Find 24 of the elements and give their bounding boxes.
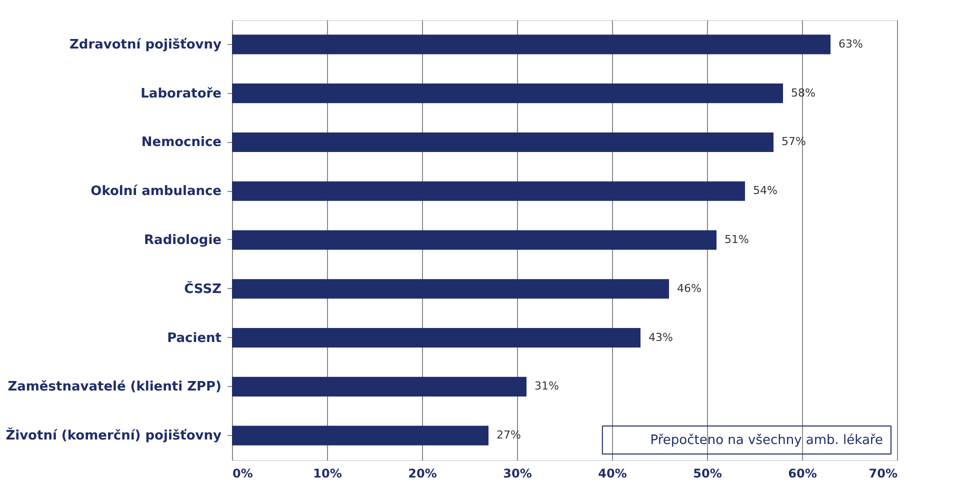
- data-label: 46%: [677, 282, 702, 295]
- data-label: 63%: [838, 37, 863, 50]
- y-tick-label: Okolní ambulance: [90, 184, 222, 200]
- data-label: 31%: [534, 380, 559, 393]
- y-tick-label: Pacient: [167, 330, 222, 346]
- x-tick-label: 0%: [232, 466, 253, 480]
- data-label: 43%: [648, 330, 673, 344]
- x-tick-label: 50%: [693, 466, 722, 480]
- x-tick-label: 10%: [313, 466, 342, 480]
- y-tick-label: Zaměstnavatelé (klienti ZPP): [8, 380, 222, 395]
- y-tick-label: Radiologie: [144, 233, 222, 248]
- data-label: 51%: [724, 233, 749, 246]
- y-tick-label: Životní (komerční) pojišťovny: [6, 426, 222, 444]
- y-tick-label: ČSSZ: [184, 280, 222, 297]
- x-tick-label: 40%: [598, 466, 627, 480]
- x-tick-label: 20%: [408, 466, 437, 480]
- y-tick-label: Nemocnice: [141, 135, 222, 150]
- annotation: Přepočteno na všechny amb. lékaře: [650, 433, 883, 448]
- y-tick-label: Laboratoře: [140, 86, 222, 102]
- x-tick-label: 30%: [503, 466, 532, 480]
- x-tick-label: 60%: [788, 466, 817, 480]
- data-label: 54%: [753, 184, 778, 198]
- y-tick-label: Zdravotní pojišťovny: [69, 37, 222, 52]
- x-tick-label: 70%: [868, 466, 898, 480]
